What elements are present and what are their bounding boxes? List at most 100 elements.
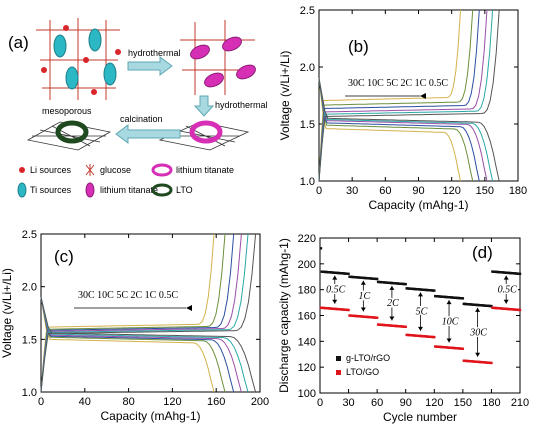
panel-d-chart: 0 30 60 90 120 150 180 210 100 120 140 160 180 200 220… xyxy=(277,233,529,424)
x-tick-label: 200 xyxy=(251,396,269,408)
data-point-g-lto-rgo xyxy=(375,277,379,281)
y-tick-label: 100 xyxy=(298,388,316,400)
y-axis-title: Voltage (v/Li+/Li) xyxy=(278,51,292,141)
x-tick-label: 180 xyxy=(482,397,500,409)
panel-c-label: (c) xyxy=(54,247,74,266)
x-tick-label: 90 xyxy=(400,397,412,409)
x-axis-title: Capacity (mAhg-1) xyxy=(100,409,200,423)
rate-bracket-head-bottom xyxy=(332,299,338,304)
y-tick-label: 160 xyxy=(298,311,316,323)
charge-curve-5C xyxy=(40,233,235,392)
rate-bracket-head-top xyxy=(503,275,509,280)
panel-a-label: (a) xyxy=(8,33,29,52)
red-dot-icon xyxy=(19,167,25,173)
x-tick-label: 30 xyxy=(342,397,354,409)
y-tick-label: 180 xyxy=(298,285,316,297)
rate-bracket-head-bottom xyxy=(360,307,366,312)
data-point-g-lto-rgo xyxy=(490,304,493,308)
x-tick-label: 150 xyxy=(476,185,494,197)
rate-bracket-head-top xyxy=(475,307,481,312)
charge-curve-10C xyxy=(40,233,226,392)
legend-marker xyxy=(336,356,341,361)
discharge-curve-1C xyxy=(318,78,494,182)
charge-curve-2C xyxy=(40,233,242,392)
data-point-lto-go xyxy=(404,325,407,328)
x-tick-label: 60 xyxy=(379,185,391,197)
rate-annotation: 30C 10C 5C 2C 1C 0.5C xyxy=(348,78,448,89)
legend-label: LTO/GO xyxy=(346,367,379,377)
rate-label: 30C xyxy=(469,327,487,338)
plot-frame xyxy=(40,233,261,393)
x-tick-label: 120 xyxy=(442,185,460,197)
charge-curve-1C xyxy=(318,9,494,181)
legend-lithium-titanate-ring: lithium titanate xyxy=(176,165,234,175)
panel-c-chart: 0 40 80 120 160 200 1.0 1.5 2.0 2.5 (c) 30C 10C 5C … xyxy=(0,229,269,423)
data-point-lto-go xyxy=(518,308,522,312)
magenta-ring-icon xyxy=(151,163,173,177)
rate-label: 2C xyxy=(387,298,399,309)
x-tick-label: 40 xyxy=(79,396,91,408)
rate-label: 0.5C xyxy=(498,285,518,296)
cyan-ellipse-icon xyxy=(17,182,27,198)
rate-label: 0.5C xyxy=(326,285,346,296)
x-tick-label: 30 xyxy=(346,185,358,197)
y-tick-label: 140 xyxy=(298,336,316,348)
rate-bracket-head-top xyxy=(446,300,452,305)
charge-curve-30C xyxy=(40,233,215,392)
rate-bracket-head-bottom xyxy=(417,326,423,331)
charge-curve-5C xyxy=(318,9,480,181)
y-axis-title: Voltage (v/Li+/Li) xyxy=(0,268,14,358)
y-tick-label: 1.5 xyxy=(22,334,37,346)
discharge-curve-30C xyxy=(318,78,461,182)
rate-bracket-head-top xyxy=(332,275,338,280)
y-tick-label: 2.0 xyxy=(300,62,315,74)
x-tick-label: 120 xyxy=(425,397,443,409)
x-tick-label: 80 xyxy=(122,396,134,408)
discharge-curve-10C xyxy=(40,297,226,393)
calcination-label: calcination xyxy=(120,114,163,124)
legend-ti-sources: Ti sources xyxy=(30,185,72,195)
graphene-sheets xyxy=(26,121,250,151)
discharge-curve-1C xyxy=(40,297,249,393)
discharge-curve-0.5C xyxy=(40,297,257,393)
data-point-g-lto-rgo xyxy=(319,247,323,250)
data-point-lto-go xyxy=(490,361,493,365)
x-tick-label: 0 xyxy=(317,397,323,409)
data-point-g-lto-rgo xyxy=(347,272,350,276)
discharge-curve-0.5C xyxy=(318,78,500,182)
precursor-cluster xyxy=(36,18,121,100)
panel-a-schematic: (a) hydrothermal xyxy=(8,18,268,198)
lto-ring xyxy=(55,120,89,144)
rate-label: 10C xyxy=(442,316,459,327)
y-tick-label: 120 xyxy=(298,362,316,374)
y-tick-label: 1.5 xyxy=(300,119,315,131)
y-tick-label: 2.5 xyxy=(22,229,37,241)
legend-lto: LTO xyxy=(176,185,193,195)
discharge-curve-2C xyxy=(318,78,488,182)
y-axis-title: Discharge capacity (mAhg-1) xyxy=(277,238,291,393)
legend-glucose: glucose xyxy=(100,165,131,175)
rate-bracket-head-bottom xyxy=(389,316,395,321)
panel-a-legend: Li sources glucose lithium titanate Ti s… xyxy=(17,163,234,198)
y-tick-label: 220 xyxy=(298,233,316,245)
data-point-lto-go xyxy=(375,316,379,319)
discharge-curve-5C xyxy=(318,78,480,182)
plot-frame xyxy=(318,9,519,182)
y-tick-label: 1.0 xyxy=(300,176,315,188)
data-point-g-lto-rgo xyxy=(404,282,407,286)
data-point-g-lto-rgo xyxy=(433,289,436,292)
magenta-ellipse-icon xyxy=(85,182,95,198)
data-point-lto-go xyxy=(347,308,350,312)
legend-label: g-LTO/rGO xyxy=(346,353,390,363)
x-tick-label: 160 xyxy=(207,396,225,408)
intermediate-cluster xyxy=(180,20,256,95)
glucose-star-icon xyxy=(85,164,95,176)
x-tick-label: 150 xyxy=(454,397,472,409)
y-tick-label: 1.0 xyxy=(22,387,37,399)
data-point-g-lto-rgo xyxy=(461,297,465,300)
hydrothermal-label-1: hydrothermal xyxy=(128,48,181,58)
discharge-curve-2C xyxy=(40,297,242,393)
discharge-curve-30C xyxy=(40,297,215,393)
rate-bracket-head-top xyxy=(417,292,423,297)
